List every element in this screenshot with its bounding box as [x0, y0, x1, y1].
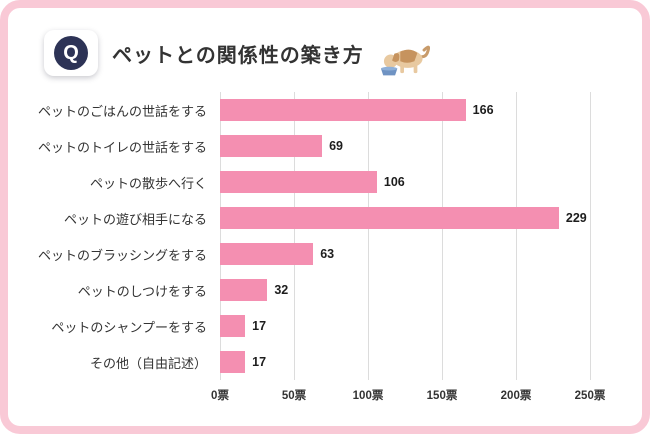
q-label: Q	[63, 41, 79, 64]
bar-track: 17	[220, 308, 590, 344]
gridline	[220, 92, 221, 380]
gridline	[294, 92, 295, 380]
value-label: 106	[383, 175, 405, 189]
axis-tick-label: 150票	[426, 390, 458, 402]
category-label: ペットのごはんの世話をする	[37, 103, 207, 119]
value-label: 17	[252, 355, 267, 369]
gridline	[442, 92, 443, 380]
bar-row: その他（自由記述） 17	[22, 344, 624, 380]
category-label: ペットの散歩へ行く	[89, 175, 207, 191]
category-label: ペットのトイレの世話をする	[37, 139, 207, 155]
category-label: その他（自由記述）	[89, 355, 207, 371]
bar-track: 63	[220, 236, 590, 272]
bar-row: ペットのしつけをする 32	[22, 272, 624, 308]
category-label: ペットの遊び相手になる	[63, 211, 207, 227]
x-axis: 0票 50票 100票 150票 200票 250票	[211, 380, 605, 406]
axis-tick-label: 200票	[500, 390, 532, 402]
bar	[220, 135, 323, 157]
axis-tick-label: 0票	[211, 390, 229, 402]
axis-tick-label: 100票	[352, 390, 384, 402]
gridline	[516, 92, 517, 380]
value-label: 69	[329, 139, 344, 153]
bar	[220, 243, 314, 265]
chart-header: Q ペットとの関係性の築き方	[44, 28, 624, 78]
bar	[220, 351, 246, 373]
bar-track: 166	[220, 92, 590, 128]
bar-row: ペットのシャンプーをする 17	[22, 308, 624, 344]
axis-tick-label: 250票	[574, 390, 606, 402]
bar-row: ペットのごはんの世話をする 166	[22, 92, 624, 128]
axis-tick-label: 50票	[281, 390, 307, 402]
bar	[220, 99, 466, 121]
bar	[220, 279, 268, 301]
bar	[220, 207, 559, 229]
gridline	[590, 92, 591, 380]
bar-track: 69	[220, 128, 590, 164]
category-label: ペットのシャンプーをする	[51, 319, 207, 335]
value-label: 229	[565, 211, 587, 225]
bar-row: ペットのブラッシングをする 63	[22, 236, 624, 272]
value-label: 32	[274, 283, 289, 297]
bar-row: ペットの散歩へ行く 106	[22, 164, 624, 200]
bar	[220, 171, 377, 193]
gridline	[368, 92, 369, 380]
bars-area: ペットのごはんの世話をする 166 ペットのトイレの世話をする 69 ペットの散歩へ行く…	[22, 92, 624, 380]
value-label: 63	[320, 247, 335, 261]
bar	[220, 315, 246, 337]
q-circle: Q	[54, 36, 88, 70]
page-title: ペットとの関係性の築き方	[112, 44, 364, 67]
category-label: ペットのしつけをする	[77, 283, 207, 299]
gridlines	[220, 92, 591, 380]
bar-track: 229	[220, 200, 590, 236]
value-label: 166	[472, 103, 494, 117]
dog-eating-icon	[380, 45, 430, 76]
bar-track: 32	[220, 272, 590, 308]
bar-row: ペットのトイレの世話をする 69	[22, 128, 624, 164]
bar-row: ペットの遊び相手になる 229	[22, 200, 624, 236]
q-badge: Q	[44, 30, 98, 76]
bar-track: 106	[220, 164, 590, 200]
value-label: 17	[252, 319, 267, 333]
bar-chart: ペットのごはんの世話をする 166 ペットのトイレの世話をする 69 ペットの散歩へ行く…	[22, 92, 624, 406]
bar-track: 17	[220, 344, 590, 380]
category-label: ペットのブラッシングをする	[37, 247, 207, 263]
